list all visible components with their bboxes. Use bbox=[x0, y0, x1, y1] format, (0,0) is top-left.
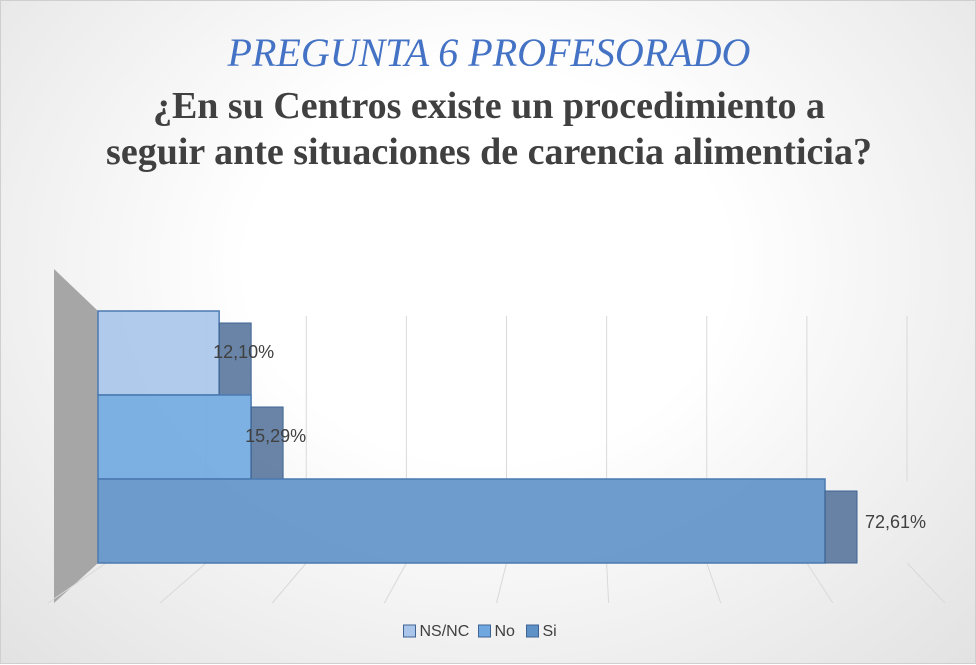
side-wall bbox=[54, 269, 98, 603]
floor-line bbox=[47, 562, 107, 604]
floor-line bbox=[496, 562, 507, 604]
bar bbox=[97, 394, 252, 480]
floor-line bbox=[159, 562, 207, 604]
chart-subtitle: ¿En su Centros existe un procedimiento a… bbox=[106, 85, 872, 173]
legend-label: Si bbox=[543, 623, 557, 640]
legend-swatch bbox=[478, 624, 491, 638]
bar-side bbox=[250, 406, 284, 480]
floor-line bbox=[271, 562, 307, 604]
chart-title: PREGUNTA 6 PROFESORADO bbox=[227, 30, 751, 75]
legend: NS/NC No Si bbox=[403, 623, 557, 640]
data-label: 12,10% bbox=[213, 342, 274, 362]
bar bbox=[97, 310, 220, 396]
bar bbox=[97, 478, 826, 564]
legend-label: NS/NC bbox=[420, 623, 470, 640]
legend-label: No bbox=[495, 623, 516, 640]
floor-line bbox=[806, 562, 834, 604]
bar-side bbox=[218, 322, 252, 396]
legend-swatch bbox=[403, 624, 416, 638]
floor-line bbox=[706, 562, 722, 604]
data-label: 15,29% bbox=[245, 426, 306, 446]
data-label: 72,61% bbox=[865, 512, 926, 532]
floor-line bbox=[383, 562, 407, 604]
floor-line bbox=[606, 562, 610, 604]
legend-swatch bbox=[526, 624, 539, 638]
floor-line bbox=[906, 562, 946, 604]
bar-side bbox=[824, 490, 858, 564]
